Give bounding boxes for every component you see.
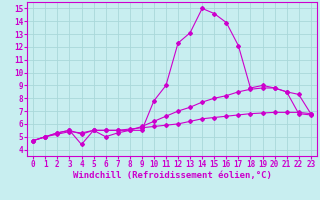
X-axis label: Windchill (Refroidissement éolien,°C): Windchill (Refroidissement éolien,°C) bbox=[73, 171, 271, 180]
